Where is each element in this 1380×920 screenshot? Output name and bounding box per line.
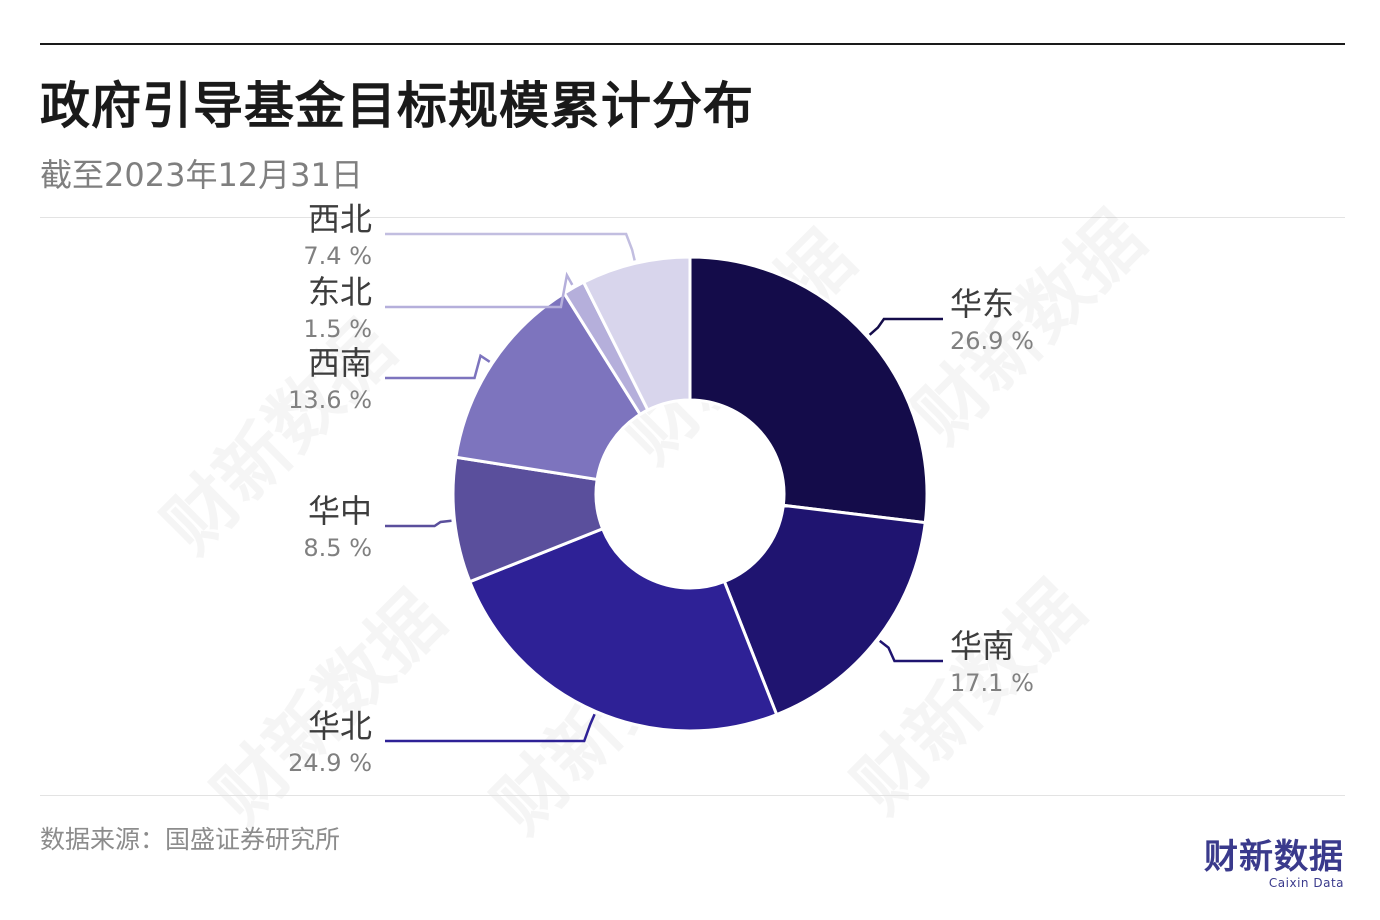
slice-label-5: 东北: [308, 273, 372, 311]
slice-label-2: 华北: [308, 707, 372, 745]
leader-line-3: [385, 519, 452, 528]
slice-value-6: 7.4 %: [303, 242, 372, 270]
top-rule: [40, 43, 1345, 45]
slice-value-1: 17.1 %: [950, 669, 1034, 697]
footer-divider: [40, 795, 1345, 796]
brand-name-en: Caixin Data: [1268, 876, 1344, 890]
leader-line-6: [385, 232, 636, 261]
slice-value-4: 13.6 %: [288, 386, 372, 414]
brand-name-cn: 财新数据: [1204, 837, 1344, 877]
leader-line-0: [868, 317, 943, 336]
pie-slice-0: [688, 255, 929, 525]
leader-line-2: [385, 713, 596, 743]
slice-label-4: 西南: [308, 344, 372, 382]
brand-logo: 财新数据 Caixin Data: [1194, 838, 1344, 890]
chart-title: 政府引导基金目标规模累计分布: [40, 77, 754, 135]
leader-line-4: [385, 353, 491, 380]
source-note: 数据来源：国盛证券研究所: [40, 825, 341, 854]
leader-line-1: [879, 639, 943, 663]
pie-slice-2: [467, 526, 779, 733]
slice-value-5: 1.5 %: [303, 315, 372, 343]
slice-label-0: 华东: [950, 285, 1014, 323]
slice-label-3: 华中: [308, 492, 372, 530]
pie-slice-6: [581, 255, 692, 413]
header-divider: [40, 217, 1345, 218]
chart-subtitle: 截至2023年12月31日: [40, 156, 363, 194]
slice-value-3: 8.5 %: [303, 534, 372, 562]
slice-value-2: 24.9 %: [288, 749, 372, 777]
leader-line-5: [385, 271, 574, 309]
pie-slice-4: [454, 291, 643, 482]
slice-label-6: 西北: [308, 200, 372, 238]
pie-slice-1: [722, 503, 927, 717]
slice-label-1: 华南: [950, 627, 1014, 665]
slice-value-0: 26.9 %: [950, 327, 1034, 355]
